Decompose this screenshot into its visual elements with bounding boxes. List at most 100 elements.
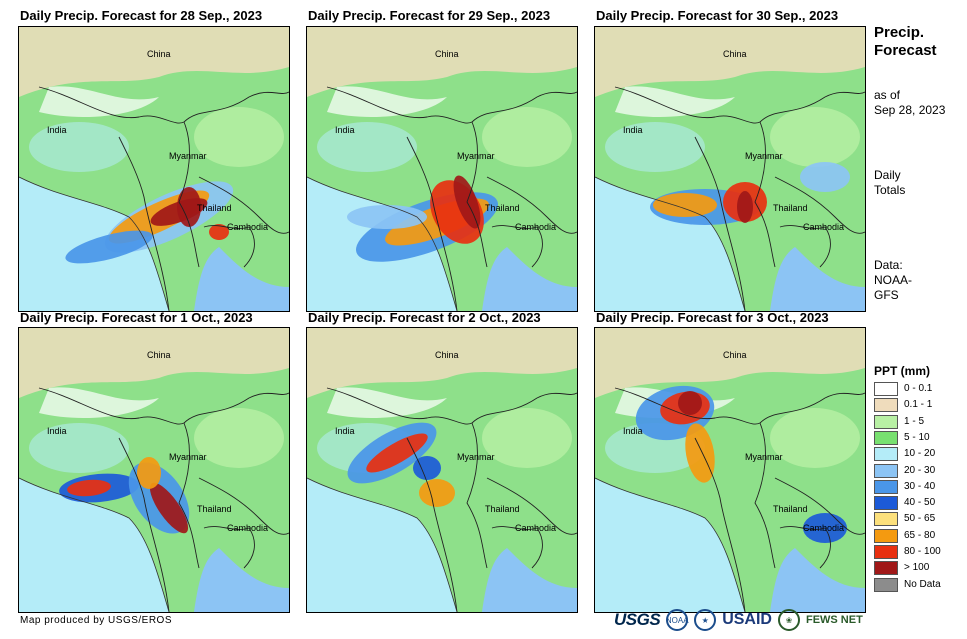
legend-swatch: [874, 463, 898, 478]
rain-area: [605, 122, 705, 172]
totals-line1: Daily: [874, 168, 901, 182]
country-label-thailand: Thailand: [197, 504, 232, 514]
country-label-india: India: [47, 426, 67, 436]
legend-label: 20 - 30: [904, 464, 936, 476]
country-label-myanmar: Myanmar: [457, 452, 495, 462]
panel-title-6: Daily Precip. Forecast for 3 Oct., 2023: [596, 310, 829, 325]
bay-of-bengal: [19, 478, 169, 612]
legend-label: > 100: [904, 562, 930, 574]
sidebar-title: Precip. Forecast: [874, 24, 937, 60]
as-of-date: as of Sep 28, 2023: [874, 88, 945, 118]
precip-cell: [209, 224, 229, 240]
coastline: [595, 477, 746, 612]
dry-region: [307, 328, 577, 398]
totals-line2: Totals: [874, 183, 906, 197]
country-border: [406, 437, 458, 612]
country-label-thailand: Thailand: [773, 203, 808, 213]
rain-area: [194, 107, 284, 167]
seal-icon: ★: [694, 609, 717, 631]
precip-cell: [67, 479, 111, 497]
gulf-of-thailand: [770, 247, 865, 311]
precip-cell: [65, 230, 153, 264]
rain-area: [482, 107, 572, 167]
agency-logos: USGS NOAA ★ USAID ❀ FEWS NET: [614, 606, 863, 634]
data-source: Data: NOAA- GFS: [874, 258, 912, 303]
precip-cell: [653, 193, 717, 217]
country-border: [178, 422, 200, 569]
gulf-of-thailand: [194, 548, 289, 612]
legend-swatch: [874, 528, 898, 543]
legend-label: 0 - 0.1: [904, 383, 933, 394]
panel-title-2: Daily Precip. Forecast for 29 Sep., 2023: [308, 8, 551, 23]
gulf-of-thailand: [482, 548, 577, 612]
map-canvas: China India Myanmar Thailand Cambodia: [307, 328, 577, 612]
country-border: [178, 121, 200, 268]
country-label-myanmar: Myanmar: [169, 151, 207, 161]
country-border: [118, 136, 170, 311]
rain-area: [29, 423, 129, 473]
country-label-china: China: [147, 350, 171, 360]
country-label-myanmar: Myanmar: [745, 151, 783, 161]
rain-area: [194, 408, 284, 468]
country-border: [486, 176, 577, 234]
country-border: [694, 136, 746, 311]
country-border: [491, 225, 543, 268]
legend-swatch: [874, 447, 898, 462]
legend-swatch: [874, 414, 898, 429]
dry-region: [19, 27, 289, 97]
rain-area: [770, 408, 860, 468]
noaa-logo: NOAA: [666, 609, 689, 631]
country-label-china: China: [723, 49, 747, 59]
country-label-india: India: [47, 125, 67, 135]
map-canvas: China India Myanmar Thailand Cambodia: [595, 328, 865, 612]
forecast-map-3: China India Myanmar Thailand Cambodia: [594, 26, 866, 312]
country-label-india: India: [335, 426, 355, 436]
data-line1: Data:: [874, 258, 903, 272]
precip-cell: [137, 457, 161, 489]
legend-label: 10 - 20: [904, 448, 936, 460]
legend-swatch: [874, 545, 898, 559]
country-label-india: India: [623, 125, 643, 135]
precip-cell: [347, 205, 427, 229]
sidebar-title-line2: Forecast: [874, 42, 937, 59]
usaid-logo: USAID: [722, 611, 772, 628]
dry-region: [39, 387, 159, 418]
legend-swatch: [874, 479, 898, 494]
dry-region: [19, 328, 289, 398]
country-label-india: India: [335, 125, 355, 135]
rain-area: [29, 122, 129, 172]
country-border: [466, 422, 488, 569]
bay-of-bengal: [595, 177, 745, 311]
country-border: [694, 437, 746, 612]
legend-swatch: [874, 512, 898, 527]
legend-label: No Data: [904, 578, 941, 590]
country-label-cambodia: Cambodia: [803, 222, 844, 232]
legend-swatch: [874, 577, 898, 592]
country-label-myanmar: Myanmar: [169, 452, 207, 462]
country-label-china: China: [147, 49, 171, 59]
country-label-thailand: Thailand: [773, 504, 808, 514]
precip-cell: [678, 391, 702, 415]
map-canvas: China India Myanmar Thailand Cambodia: [19, 27, 289, 311]
country-label-cambodia: Cambodia: [227, 222, 268, 232]
forecast-map-6: China India Myanmar Thailand Cambodia: [594, 327, 866, 613]
coastline: [19, 477, 170, 612]
rain-area: [482, 408, 572, 468]
country-label-china: China: [723, 350, 747, 360]
dry-region: [595, 27, 865, 97]
gulf-of-thailand: [770, 548, 865, 612]
legend-swatch: [874, 382, 898, 396]
legend-label: 30 - 40: [904, 480, 936, 492]
country-border: [491, 526, 543, 569]
legend-label: 50 - 65: [904, 513, 936, 525]
country-label-thailand: Thailand: [485, 203, 520, 213]
totals-note: Daily Totals: [874, 168, 905, 198]
country-label-india: India: [623, 426, 643, 436]
legend-label: 80 - 100: [904, 546, 941, 557]
dry-region: [615, 86, 735, 117]
dry-region: [327, 387, 447, 418]
rain-area: [317, 122, 417, 172]
legend-swatch: [874, 398, 898, 413]
as-of-value: Sep 28, 2023: [874, 103, 946, 117]
precip-cell: [413, 456, 441, 480]
